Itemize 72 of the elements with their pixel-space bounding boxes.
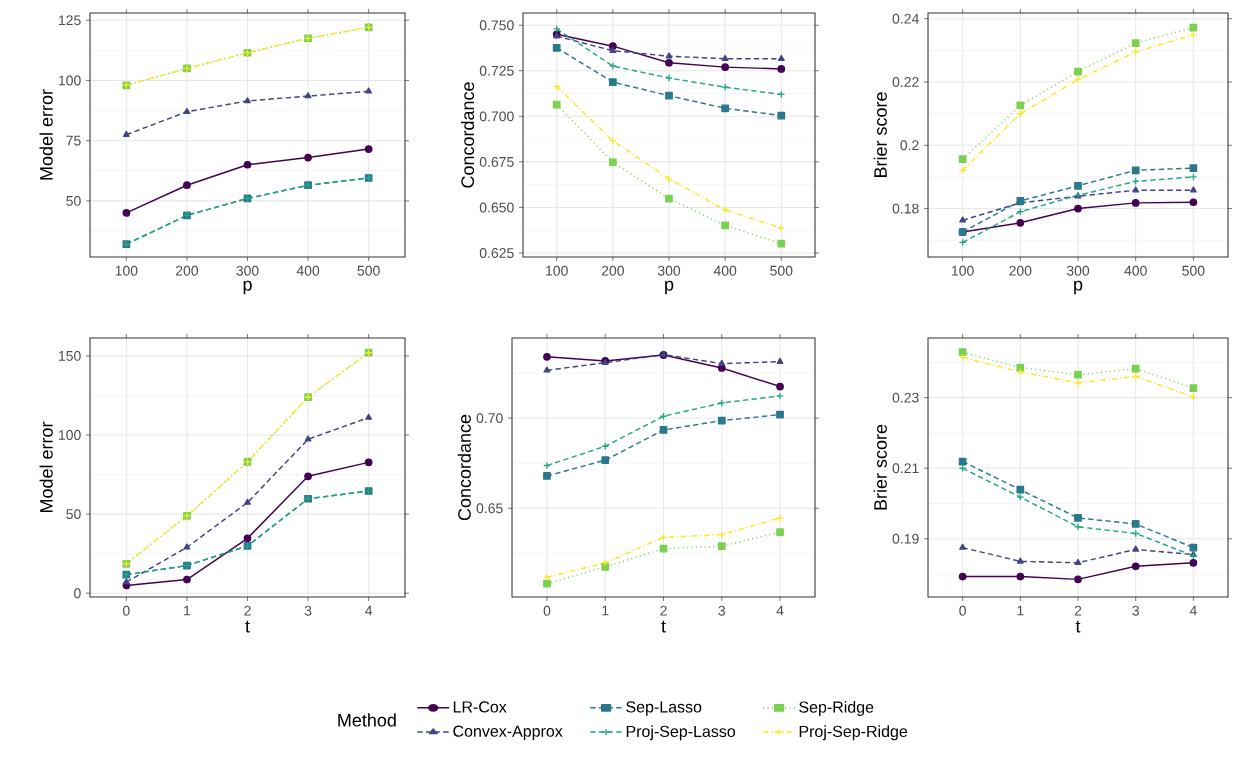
y-tick-label: 0.18 — [892, 203, 919, 214]
y-axis-title: Model error — [39, 421, 53, 513]
x-tick-label: 0 — [543, 605, 551, 616]
x-tick-label: 1 — [1017, 605, 1024, 616]
x-tick-label: 100 — [952, 265, 974, 276]
y-tick-label: 0.675 — [479, 156, 514, 167]
y-tick-label: 100 — [59, 75, 81, 86]
x-tick-label: 1 — [184, 605, 191, 616]
y-tick-label: 0.725 — [479, 65, 514, 76]
x-tick-label: 3 — [718, 605, 726, 616]
x-tick-label: 300 — [1066, 265, 1090, 276]
x-tick-label: 100 — [115, 265, 138, 276]
x-tick-label: 100 — [546, 265, 568, 276]
legend-label: LR-Cox — [453, 701, 507, 713]
x-axis-title: p — [243, 280, 252, 295]
y-tick-label: 0.19 — [892, 533, 919, 544]
x-tick-label: 500 — [1182, 265, 1205, 276]
y-tick-label: 0.650 — [479, 202, 514, 213]
legend-title: Method — [338, 713, 396, 727]
x-tick-label: 2 — [244, 605, 251, 616]
legend-label: Convex-Approx — [453, 725, 563, 740]
y-tick-label: 0 — [74, 588, 81, 599]
x-tick-label: 4 — [776, 605, 784, 616]
x-tick-label: 300 — [236, 265, 259, 276]
y-axis-title: Concordance — [457, 414, 471, 521]
legend-label: Proj-Sep-Ridge — [799, 725, 908, 741]
y-tick-label: 0.23 — [892, 392, 919, 403]
x-axis-title: p — [1074, 280, 1083, 295]
y-tick-label: 0.65 — [476, 503, 503, 514]
x-tick-label: 1 — [602, 605, 609, 616]
x-tick-label: 500 — [770, 265, 793, 276]
y-tick-label: 100 — [59, 430, 81, 440]
y-tick-label: 0.700 — [479, 111, 514, 122]
y-tick-label: 150 — [59, 350, 81, 361]
y-tick-label: 0.750 — [479, 20, 514, 31]
legend-label: Sep-Lasso — [626, 701, 702, 716]
x-tick-label: 3 — [304, 605, 312, 616]
y-tick-label: 125 — [59, 15, 81, 26]
y-tick-label: 50 — [66, 195, 81, 206]
y-tick-label: 50 — [66, 509, 81, 520]
y-axis-title: Concordance — [460, 82, 475, 188]
x-axis-title: t — [245, 620, 250, 633]
y-tick-label: 0.21 — [892, 463, 919, 474]
legend-label: Sep-Ridge — [799, 701, 874, 716]
y-axis-title: Brier score — [873, 424, 887, 510]
x-axis-title: t — [1075, 620, 1081, 633]
y-tick-label: 0.2 — [900, 140, 919, 151]
x-tick-label: 2 — [1074, 605, 1082, 616]
x-tick-label: 400 — [713, 265, 737, 276]
y-axis-title: Brier score — [873, 92, 887, 178]
x-tick-label: 200 — [601, 265, 624, 276]
x-axis-title: t — [661, 620, 666, 633]
x-tick-label: 0 — [123, 605, 130, 616]
x-tick-label: 400 — [1124, 265, 1147, 276]
x-tick-label: 500 — [357, 265, 380, 276]
y-tick-label: 75 — [66, 135, 81, 146]
y-tick-label: 0.24 — [892, 13, 919, 24]
y-tick-label: 0.70 — [476, 413, 503, 424]
x-tick-label: 300 — [657, 265, 681, 276]
x-tick-label: 400 — [296, 265, 320, 276]
x-tick-label: 2 — [660, 605, 667, 616]
x-tick-label: 3 — [1132, 605, 1139, 616]
y-tick-label: 0.22 — [892, 77, 919, 87]
x-tick-label: 0 — [959, 605, 966, 616]
legend-label: Proj-Sep-Lasso — [626, 725, 736, 741]
y-axis-title: Model error — [39, 89, 53, 180]
y-tick-label: 0.625 — [479, 248, 514, 258]
x-tick-label: 200 — [175, 265, 199, 276]
x-tick-label: 200 — [1009, 265, 1032, 276]
x-tick-label: 4 — [365, 605, 373, 616]
x-tick-label: 4 — [1189, 605, 1197, 616]
x-axis-title: p — [665, 280, 674, 295]
